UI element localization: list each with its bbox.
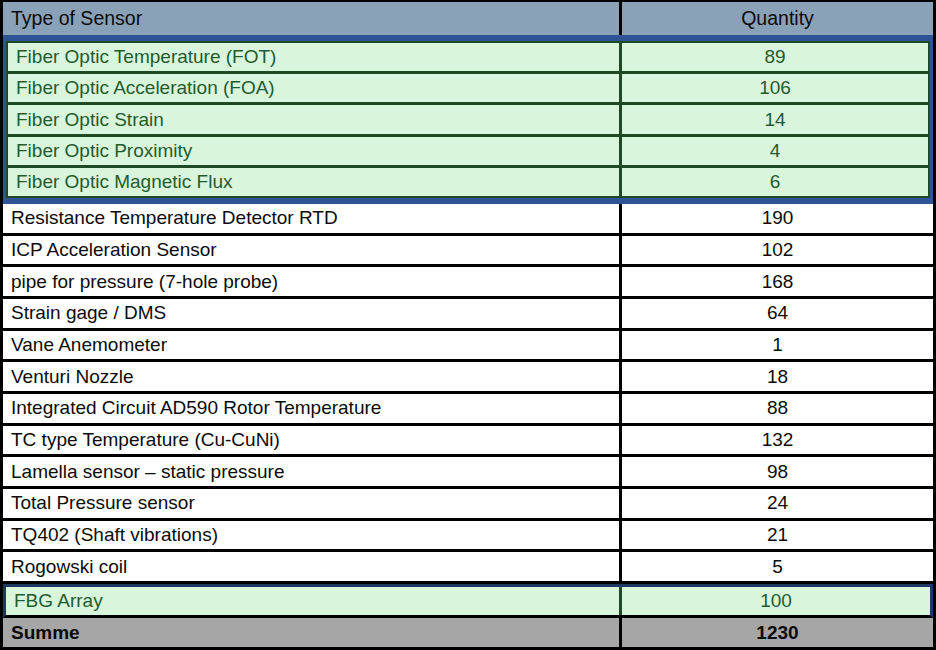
sensor-type-cell: FBG Array (6, 587, 622, 615)
table-row: Total Pressure sensor 24 (3, 489, 933, 521)
sensor-type-cell: Resistance Temperature Detector RTD (3, 204, 622, 233)
sensor-type-cell: Fiber Optic Temperature (FOT) (8, 43, 622, 71)
header-quantity: Quantity (622, 2, 933, 35)
quantity-cell: 88 (622, 394, 933, 423)
table-row: Venturi Nozzle 18 (3, 362, 933, 394)
quantity-cell: 168 (622, 267, 933, 296)
sensor-type-cell: TQ402 (Shaft vibrations) (3, 521, 622, 550)
sensor-type-cell: Venturi Nozzle (3, 362, 622, 391)
table-row: Vane Anemometer 1 (3, 331, 933, 363)
table-row: Integrated Circuit AD590 Rotor Temperatu… (3, 394, 933, 426)
table-row: pipe for pressure (7-hole probe) 168 (3, 267, 933, 299)
sensor-type-cell: Rogowski coil (3, 552, 622, 581)
fiber-optic-highlight-frame: Fiber Optic Temperature (FOT) 89 Fiber O… (0, 35, 936, 204)
quantity-cell: 132 (622, 426, 933, 455)
quantity-cell: 1 (622, 331, 933, 360)
quantity-cell: 5 (622, 552, 933, 581)
fiber-optic-group: Fiber Optic Temperature (FOT) 89 Fiber O… (6, 41, 930, 198)
sensor-quantity-table: Type of Sensor Quantity Fiber Optic Temp… (0, 0, 936, 650)
table-row: Strain gage / DMS 64 (3, 299, 933, 331)
sensor-type-cell: Lamella sensor – static pressure (3, 457, 622, 486)
quantity-cell: 6 (622, 168, 928, 196)
table-header-row: Type of Sensor Quantity (3, 2, 933, 35)
header-type-of-sensor: Type of Sensor (3, 2, 622, 35)
table-row: Fiber Optic Acceleration (FOA) 106 (8, 74, 928, 105)
table-row: Rogowski coil 5 (3, 552, 933, 584)
table-row: TQ402 (Shaft vibrations) 21 (3, 521, 933, 553)
sensor-type-cell: Fiber Optic Proximity (8, 137, 622, 165)
table-row: Fiber Optic Temperature (FOT) 89 (8, 43, 928, 74)
table-row: Lamella sensor – static pressure 98 (3, 457, 933, 489)
sensor-type-cell: Fiber Optic Magnetic Flux (8, 168, 622, 196)
quantity-cell: 98 (622, 457, 933, 486)
quantity-cell: 100 (622, 587, 930, 615)
table-row: Fiber Optic Strain 14 (8, 105, 928, 136)
table-row: ICP Acceleration Sensor 102 (3, 236, 933, 268)
sensor-type-cell: TC type Temperature (Cu-CuNi) (3, 426, 622, 455)
table-row: TC type Temperature (Cu-CuNi) 132 (3, 426, 933, 458)
sensor-type-cell: Integrated Circuit AD590 Rotor Temperatu… (3, 394, 622, 423)
quantity-cell: 21 (622, 521, 933, 550)
sensor-type-cell: ICP Acceleration Sensor (3, 236, 622, 265)
quantity-cell: 102 (622, 236, 933, 265)
table-row: Resistance Temperature Detector RTD 190 (3, 204, 933, 236)
quantity-cell: 89 (622, 43, 928, 71)
sensor-type-cell: Fiber Optic Strain (8, 105, 622, 133)
quantity-cell: 190 (622, 204, 933, 233)
table-row: Fiber Optic Proximity 4 (8, 137, 928, 168)
quantity-cell: 106 (622, 74, 928, 102)
sensor-type-cell: Strain gage / DMS (3, 299, 622, 328)
table-row: Fiber Optic Magnetic Flux 6 (8, 168, 928, 196)
fbg-array-row: FBG Array 100 (3, 584, 933, 618)
quantity-cell: 64 (622, 299, 933, 328)
sensor-type-cell: Fiber Optic Acceleration (FOA) (8, 74, 622, 102)
total-row: Summe 1230 (3, 618, 933, 647)
quantity-cell: 4 (622, 137, 928, 165)
total-label: Summe (3, 618, 622, 647)
quantity-cell: 18 (622, 362, 933, 391)
total-value: 1230 (622, 618, 933, 647)
sensor-type-cell: Total Pressure sensor (3, 489, 622, 518)
sensor-type-cell: pipe for pressure (7-hole probe) (3, 267, 622, 296)
quantity-cell: 14 (622, 105, 928, 133)
sensor-type-cell: Vane Anemometer (3, 331, 622, 360)
quantity-cell: 24 (622, 489, 933, 518)
